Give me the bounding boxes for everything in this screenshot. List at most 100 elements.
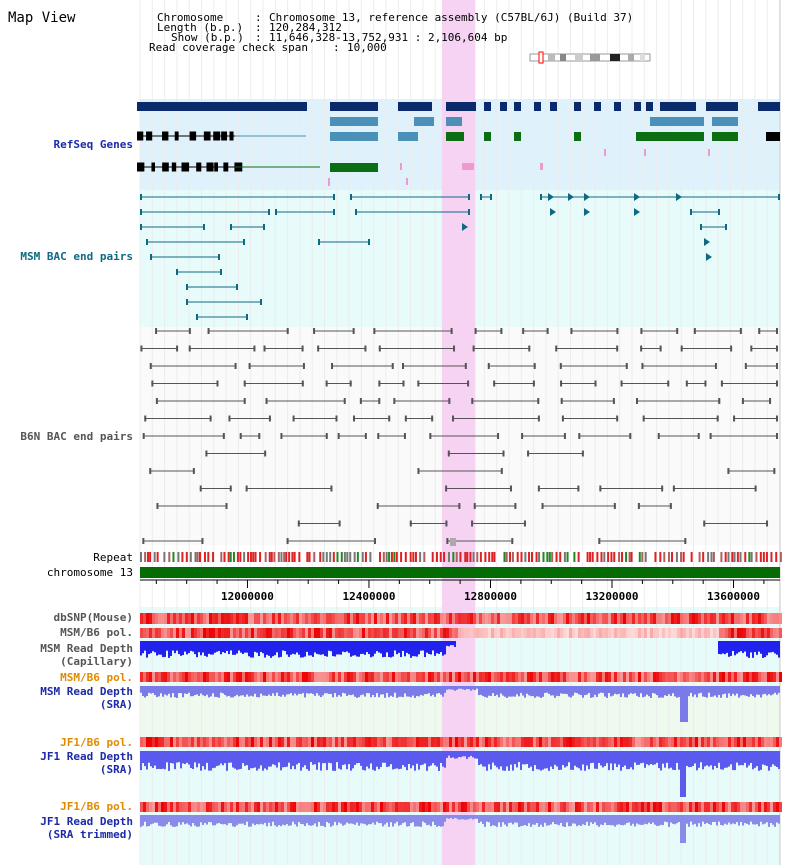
jf1-b6-pol-cell: [146, 737, 149, 747]
msm-b6-pol-sra-cell: [323, 672, 326, 682]
track-label-chromosome: chromosome 13: [46, 566, 133, 579]
jf1-b6-pol-cell: [230, 737, 233, 747]
jf1-b6-pol-trim-cell: [398, 802, 401, 812]
jf1-b6-pol-cell: [428, 737, 431, 747]
jf1-b6-pol-trim-cell: [239, 802, 242, 812]
repeat-element: [717, 552, 720, 562]
b6n-bac-pair-end: [245, 485, 248, 492]
ideogram-band: [628, 54, 634, 61]
jf1-sra-depth-bar: [588, 751, 590, 770]
jf1-sra-depth-bar: [694, 751, 696, 764]
b6n-bac-pair-end: [744, 363, 747, 369]
jf1-b6-pol-trim-cell: [479, 802, 482, 812]
msm-b6-pol-cell: [278, 628, 281, 638]
jf1-b6-pol-trim-cell: [485, 802, 488, 812]
jf1-trim-depth-bar: [762, 815, 764, 825]
b6n-bac-pair-end: [243, 398, 246, 404]
msm-b6-pol-sra-cell: [632, 672, 635, 682]
repeat-element: [393, 552, 396, 562]
msm-b6-pol-sra-cell: [236, 672, 239, 682]
msm-b6-pol-sra-cell: [305, 672, 308, 682]
jf1-sra-depth-bar: [426, 751, 428, 771]
msm-b6-pol-cell: [422, 628, 425, 638]
msm-sra-depth-bar: [450, 686, 452, 690]
jf1-sra-depth-bar: [512, 751, 514, 771]
b6n-bac-pair-end: [216, 380, 219, 387]
msm-b6-pol-cell: [347, 628, 350, 638]
msm-b6-pol-cell: [446, 628, 449, 638]
repeat-element: [198, 552, 201, 562]
msm-sra-depth-bar: [372, 686, 374, 696]
jf1-trim-depth-bar: [310, 815, 312, 826]
refseq-exon: [146, 131, 153, 141]
dbsnp-cell: [209, 613, 212, 624]
msm-b6-pol-sra-cell: [356, 672, 359, 682]
msm-capillary-depth-bar: [140, 641, 142, 656]
jf1-b6-pol-trim-cell: [707, 802, 710, 812]
jf1-sra-depth-bar: [478, 751, 480, 766]
track-label-refseq[interactable]: RefSeq Genes: [53, 138, 133, 151]
jf1-b6-pol-cell: [668, 737, 671, 747]
msm-capillary-depth-bar: [440, 641, 442, 653]
jf1-b6-pol-cell: [719, 737, 722, 747]
msm-capillary-depth-bar: [718, 641, 720, 655]
jf1-b6-pol-cell: [740, 737, 743, 747]
repeat-element: [185, 552, 188, 562]
repeat-element: [452, 552, 455, 562]
jf1-b6-pol-trim-cell: [389, 802, 392, 812]
dbsnp-cell: [746, 613, 749, 624]
msm-sra-depth-bar: [256, 686, 258, 698]
jf1-b6-pol-cell: [536, 737, 539, 747]
refseq-exon: [203, 131, 211, 141]
jf1-trim-depth-bar: [412, 815, 414, 823]
msm-sra-depth-bar: [420, 686, 422, 695]
jf1-sra-depth-bar: [510, 751, 512, 765]
msm-capillary-depth-bar: [226, 641, 228, 651]
msm-sra-depth-bar: [298, 686, 300, 694]
track-label-b6n-bac[interactable]: B6N BAC end pairs: [20, 430, 133, 443]
jf1-trim-depth-bar: [702, 815, 704, 822]
msm-capillary-depth-bar: [212, 641, 214, 655]
jf1-b6-pol-trim-cell: [434, 802, 437, 812]
msm-b6-pol-cell: [569, 628, 572, 638]
repeat-element: [455, 552, 458, 562]
msm-b6-pol-cell: [761, 628, 764, 638]
refseq-gene-block: [500, 102, 507, 111]
jf1-b6-pol-cell: [179, 737, 182, 747]
msm-sra-depth-bar: [672, 686, 674, 694]
jf1-b6-pol-trim-cell: [158, 802, 161, 812]
jf1-sra-depth-bar: [428, 751, 430, 767]
jf1-b6-pol-cell: [689, 737, 692, 747]
msm-bac-pair-end: [480, 194, 482, 200]
track-label-msm-bac[interactable]: MSM BAC end pairs: [20, 250, 133, 263]
jf1-b6-pol-cell: [212, 737, 215, 747]
msm-capillary-depth-bar: [746, 641, 748, 657]
msm-capillary-depth-bar: [448, 641, 450, 647]
dbsnp-cell: [299, 613, 302, 624]
msm-capillary-depth-bar: [724, 641, 726, 655]
msm-b6-pol-sra-cell: [698, 672, 701, 682]
msm-b6-pol-sra-cell: [596, 672, 599, 682]
jf1-trim-depth-bar: [558, 815, 560, 826]
repeat-element: [435, 552, 438, 562]
msm-b6-pol-cell: [623, 628, 626, 638]
repeat-element: [329, 552, 332, 562]
jf1-b6-pol-cell: [191, 737, 194, 747]
b6n-bac-pair-end: [331, 363, 334, 369]
dbsnp-cell: [644, 613, 647, 624]
msm-sra-depth-bar: [576, 686, 578, 694]
msm-sra-depth-bar: [510, 686, 512, 697]
dbsnp-cell: [383, 613, 386, 624]
jf1-sra-depth-bar: [468, 751, 470, 758]
msm-sra-depth-bar: [696, 686, 698, 698]
jf1-trim-depth-bar: [218, 815, 220, 824]
repeat-element: [431, 552, 434, 562]
jf1-trim-depth-bar: [498, 815, 500, 823]
jf1-trim-depth-bar: [446, 815, 448, 819]
msm-capillary-depth-bar: [182, 641, 184, 656]
repeat-element: [759, 552, 762, 562]
b6n-bac-pair-end: [265, 398, 268, 404]
msm-b6-pol-cell: [551, 628, 554, 638]
dbsnp-cell: [692, 613, 695, 624]
